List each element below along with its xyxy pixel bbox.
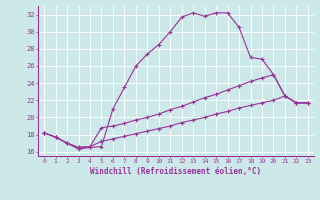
- X-axis label: Windchill (Refroidissement éolien,°C): Windchill (Refroidissement éolien,°C): [91, 167, 261, 176]
